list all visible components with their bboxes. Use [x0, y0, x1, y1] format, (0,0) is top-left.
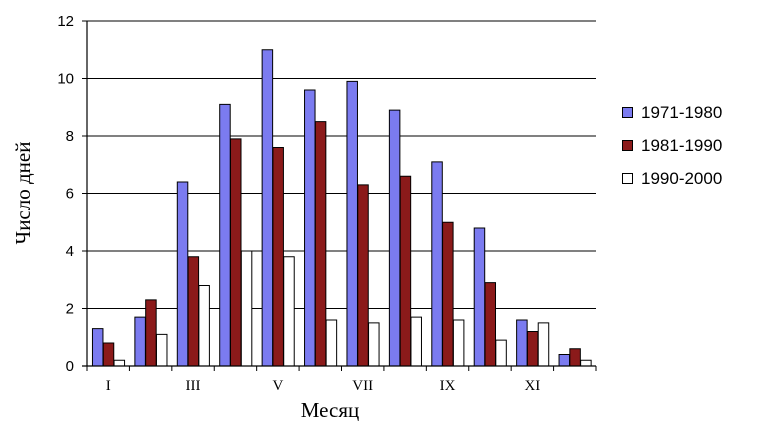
bar-1981-1990-VIII: [399, 175, 412, 367]
bar-1971-1980-II: [134, 316, 146, 367]
bar-1981-1990-IV: [230, 138, 242, 367]
y-tick-label: 2: [66, 301, 74, 318]
x-tick-label: XI: [524, 378, 540, 394]
legend-swatch-1981-1990: [622, 140, 633, 151]
bar-1971-1980-XII: [558, 354, 571, 367]
axes: [82, 20, 597, 371]
bar-1971-1980-VIII: [388, 109, 401, 367]
bar-1990-2000-XI: [537, 322, 550, 367]
x-axis-title: Месяц: [301, 398, 359, 422]
y-tick-label: 4: [66, 243, 74, 260]
bars: [91, 49, 592, 367]
bar-1981-1990-X: [484, 282, 497, 367]
y-axis-title: Число дней: [11, 142, 35, 245]
y-tick-label: 10: [57, 71, 74, 88]
bar-1971-1980-X: [473, 227, 486, 367]
x-tick-label: IX: [440, 378, 456, 394]
legend: 1971-1980 1981-1990 1990-2000: [622, 96, 722, 195]
x-tick-label: V: [272, 378, 283, 394]
bar-1981-1990-I: [102, 342, 115, 367]
legend-item: 1981-1990: [622, 129, 722, 162]
bar-1981-1990-III: [187, 256, 200, 367]
bar-1990-2000-III: [198, 285, 210, 367]
legend-item: 1990-2000: [622, 162, 722, 195]
y-tick-label: 12: [57, 13, 74, 30]
bar-1990-2000-V: [283, 256, 295, 367]
grid-lines: [87, 20, 596, 309]
y-tick-label: 0: [66, 358, 74, 375]
bar-1990-2000-VII: [368, 322, 380, 367]
bar-1990-2000-II: [155, 333, 168, 367]
bar-1971-1980-IV: [219, 103, 231, 367]
bar-1981-1990-XII: [569, 348, 581, 367]
bar-1990-2000-IV: [240, 250, 253, 367]
legend-label-1971-1980: 1971-1980: [641, 102, 723, 122]
bar-1971-1980-I: [91, 328, 104, 367]
bar-1990-2000-VI: [325, 319, 338, 367]
legend-label-1990-2000: 1990-2000: [641, 168, 723, 188]
x-tick-label: VII: [352, 378, 373, 394]
bar-1990-2000-XII: [580, 359, 592, 367]
bar-1981-1990-XI: [526, 331, 539, 367]
x-tick-label: I: [106, 378, 111, 394]
legend-swatch-1971-1980: [622, 107, 633, 118]
bar-1990-2000-IX: [452, 319, 465, 367]
bar-1981-1990-VII: [357, 184, 369, 367]
bar-1971-1980-V: [261, 49, 274, 367]
y-tick-label: 6: [66, 186, 74, 203]
bar-1990-2000-VIII: [410, 316, 422, 367]
bar-1971-1980-IX: [431, 161, 443, 367]
bar-1981-1990-V: [272, 147, 284, 367]
y-tick-label: 8: [66, 128, 74, 145]
bar-1981-1990-II: [145, 299, 157, 367]
bar-1981-1990-VI: [314, 121, 327, 367]
bar-1971-1980-VII: [346, 80, 358, 367]
bar-1971-1980-XI: [516, 319, 528, 367]
bar-1990-2000-X: [495, 339, 507, 367]
bar-1971-1980-III: [176, 181, 189, 367]
x-tick-label: III: [186, 378, 201, 394]
bar-1990-2000-I: [113, 359, 126, 367]
bar-1971-1980-VI: [304, 89, 316, 367]
bar-1981-1990-IX: [442, 221, 454, 367]
legend-label-1981-1990: 1981-1990: [641, 135, 723, 155]
legend-swatch-1990-2000: [622, 173, 633, 184]
legend-item: 1971-1980: [622, 96, 722, 129]
